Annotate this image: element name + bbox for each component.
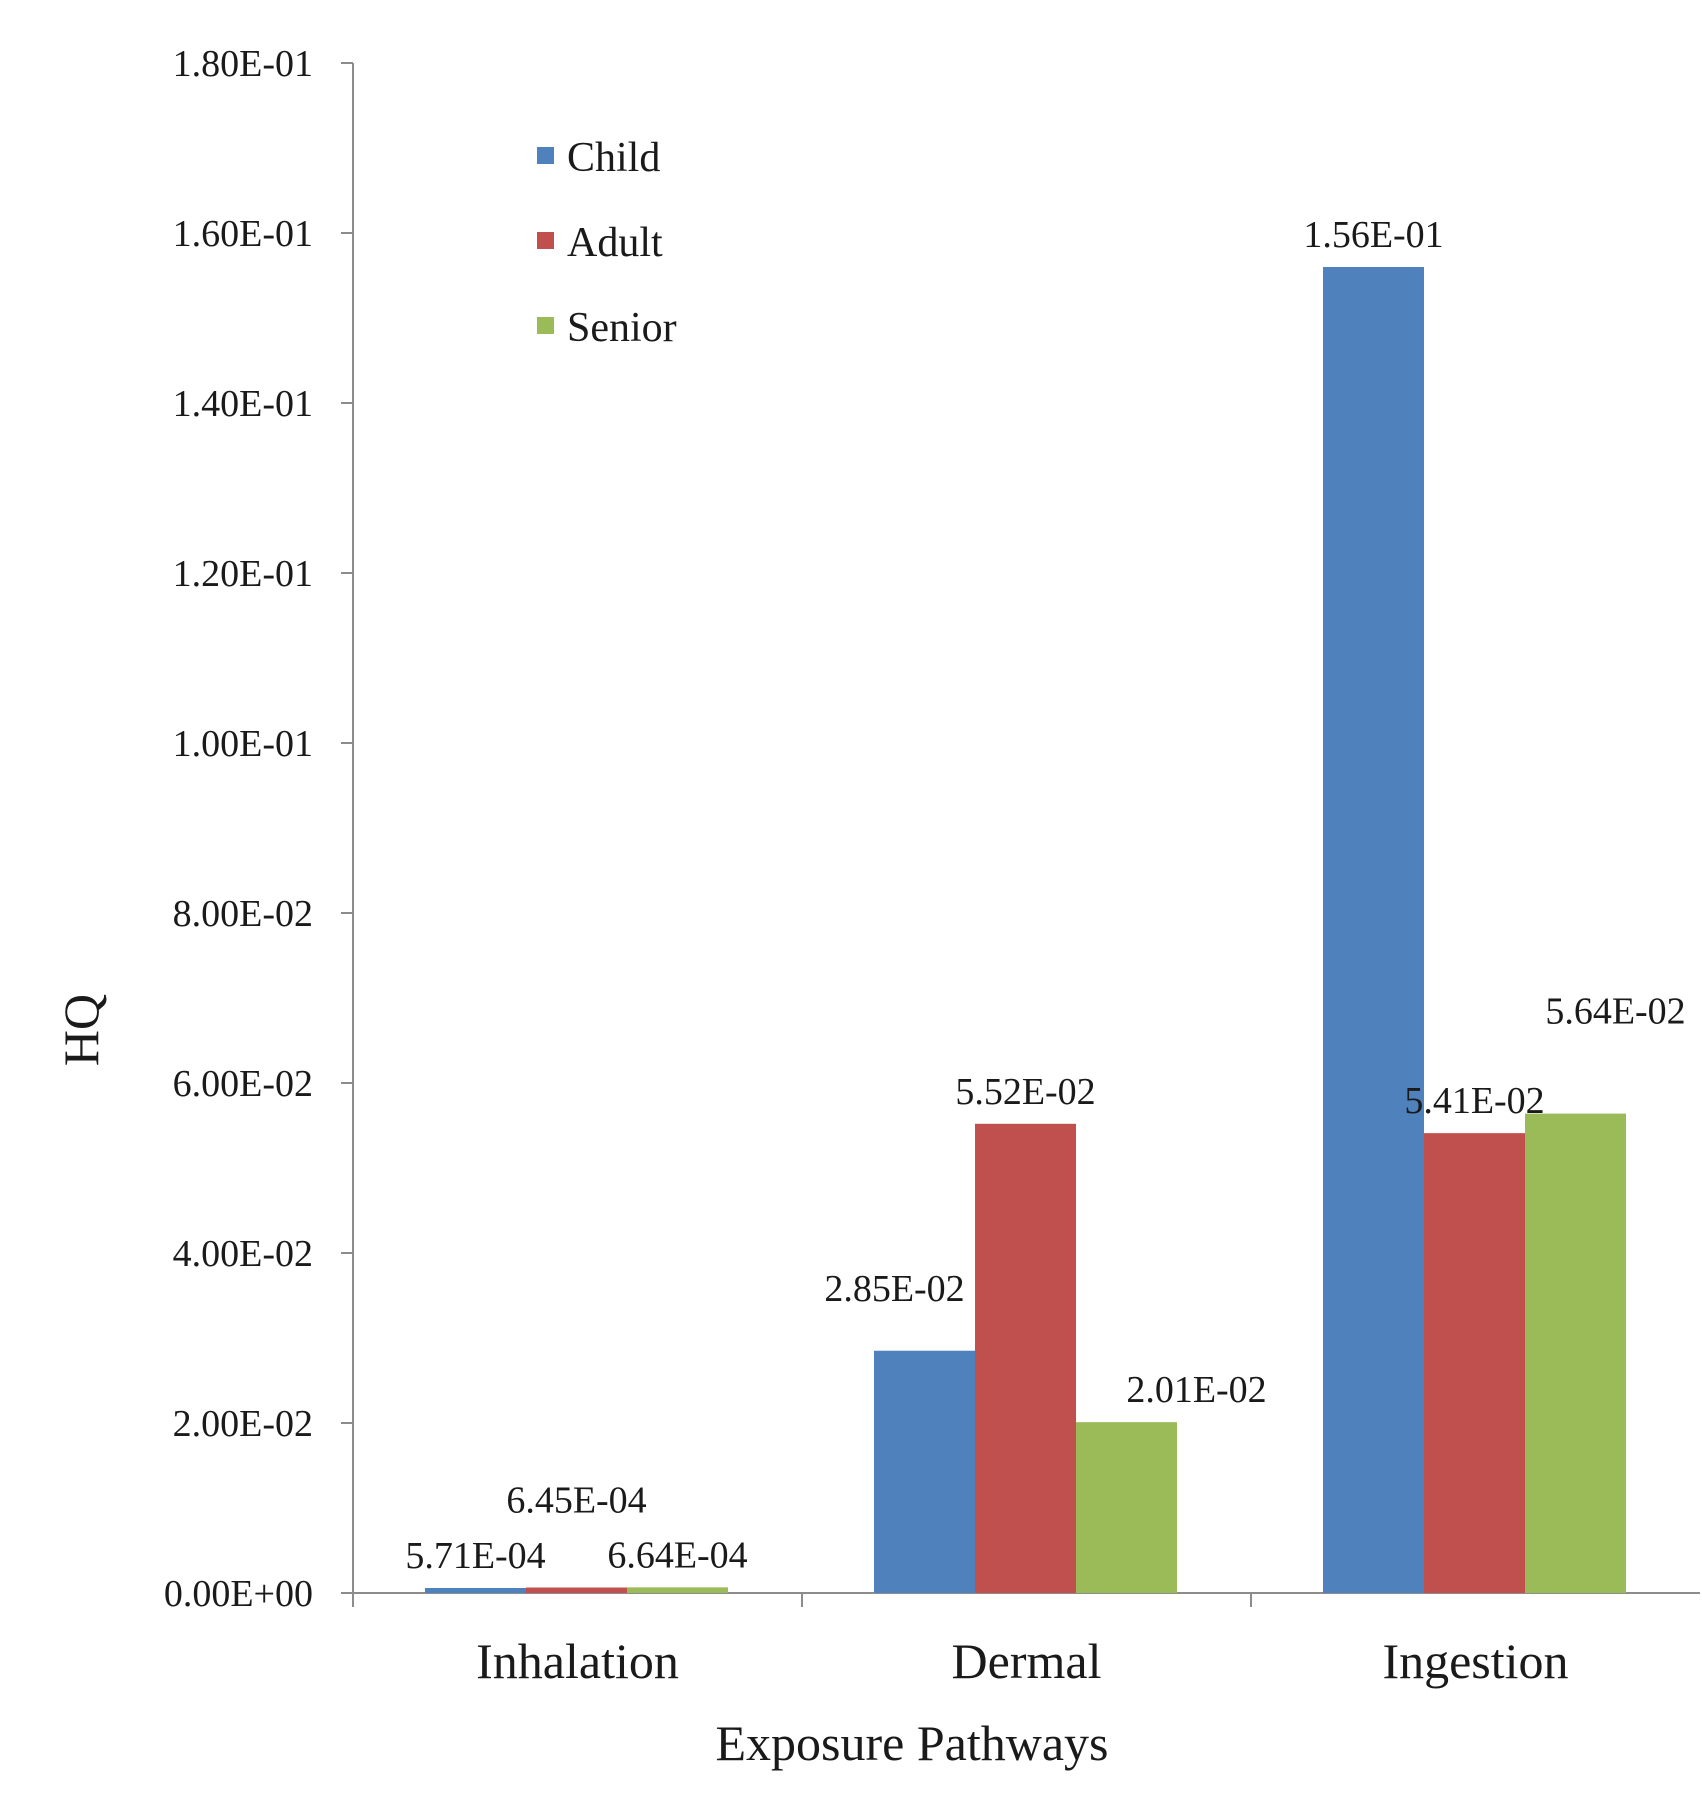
x-axis-title: Exposure Pathways (716, 1715, 1109, 1771)
bar-child-inhalation (425, 1588, 526, 1593)
legend-label-adult: Adult (567, 220, 663, 266)
y-tick-label: 4.00E-02 (173, 1233, 313, 1275)
data-label-child-inhalation: 5.71E-04 (405, 1535, 545, 1577)
data-label-adult-inhalation: 6.45E-04 (506, 1480, 646, 1522)
data-label-child-dermal: 2.85E-02 (824, 1268, 964, 1310)
bar-senior-dermal (1076, 1422, 1177, 1593)
y-tick-label: 8.00E-02 (173, 893, 313, 935)
y-tick-label: 0.00E+00 (164, 1573, 313, 1615)
data-label-senior-inhalation: 6.64E-04 (607, 1534, 747, 1576)
y-tick-label: 2.00E-02 (173, 1403, 313, 1445)
data-label-adult-dermal: 5.52E-02 (955, 1071, 1095, 1113)
y-tick-label: 1.40E-01 (173, 383, 313, 425)
y-tick-label: 1.20E-01 (173, 553, 313, 595)
x-ticks: Inhalation Dermal Ingestion (476, 1593, 1569, 1689)
y-ticks: 0.00E+00 2.00E-02 4.00E-02 6.00E-02 8.00E-02… (164, 43, 353, 1615)
x-category-label: Inhalation (476, 1633, 679, 1689)
data-label-child-ingestion: 1.56E-01 (1303, 214, 1443, 256)
legend-label-senior: Senior (567, 305, 677, 351)
x-category-label: Dermal (952, 1633, 1102, 1689)
bar-adult-dermal (975, 1123, 1076, 1593)
legend-label-child: Child (567, 135, 660, 181)
x-category-label: Ingestion (1382, 1633, 1568, 1689)
y-tick-label: 1.80E-01 (173, 43, 313, 85)
bar-child-dermal (874, 1350, 975, 1593)
y-tick-label: 1.60E-01 (173, 213, 313, 255)
data-label-senior-dermal: 2.01E-02 (1126, 1369, 1266, 1411)
bar-senior-inhalation (627, 1587, 728, 1593)
legend-swatch-senior (537, 317, 554, 334)
data-labels: 5.71E-04 2.85E-02 1.56E-01 6.45E-04 5.52E-02… (405, 214, 1685, 1577)
bar-adult-inhalation (526, 1587, 627, 1593)
bar-adult-ingestion (1424, 1133, 1525, 1593)
legend-swatch-child (537, 147, 554, 164)
y-tick-label: 6.00E-02 (173, 1063, 313, 1105)
y-axis-title: HQ (53, 994, 109, 1066)
bar-senior-ingestion (1525, 1113, 1626, 1593)
data-label-adult-ingestion: 5.41E-02 (1404, 1080, 1544, 1122)
legend-swatch-adult (537, 232, 554, 249)
y-tick-label: 1.00E-01 (173, 723, 313, 765)
bars (425, 267, 1626, 1593)
data-label-senior-ingestion: 5.64E-02 (1545, 991, 1685, 1033)
legend: Child Adult Senior (537, 135, 677, 351)
bar-child-ingestion (1323, 267, 1424, 1593)
